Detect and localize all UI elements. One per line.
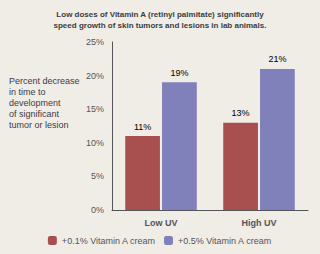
svg-text:speed growth of skin tumors an: speed growth of skin tumors and lesions … [54,21,267,30]
svg-text:11%: 11% [134,122,151,132]
svg-text:25%: 25% [86,37,104,47]
svg-text:Low doses of Vitamin A (retiny: Low doses of Vitamin A (retinyl palmitat… [56,10,264,19]
svg-text:10%: 10% [86,138,104,148]
svg-text:Low UV: Low UV [145,218,178,228]
svg-text:15%: 15% [86,104,104,114]
svg-text:21%: 21% [268,54,286,64]
svg-text:20%: 20% [86,71,104,81]
svg-text:development: development [9,98,61,108]
svg-text:in time to: in time to [9,87,46,97]
svg-text:Percent decrease: Percent decrease [9,76,80,86]
svg-text:tumor or lesion: tumor or lesion [9,120,69,130]
svg-text:+0.1% Vitamin A cream: +0.1% Vitamin A cream [62,236,155,246]
svg-text:13%: 13% [232,108,250,118]
svg-text:0%: 0% [91,205,104,215]
svg-text:+0.5% Vitamin A cream: +0.5% Vitamin A cream [178,236,271,246]
svg-text:19%: 19% [170,68,188,78]
svg-text:of significant: of significant [9,109,60,119]
svg-text:High UV: High UV [242,218,277,228]
svg-text:5%: 5% [91,171,104,181]
